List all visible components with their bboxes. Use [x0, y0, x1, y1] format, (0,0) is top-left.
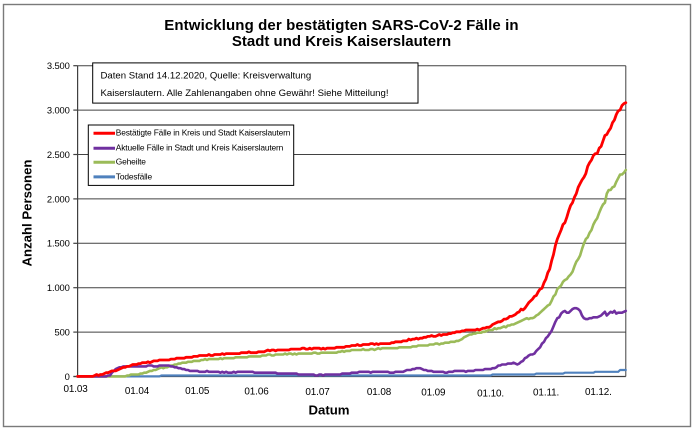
- svg-text:1.000: 1.000: [47, 282, 70, 293]
- svg-text:01.05: 01.05: [185, 386, 210, 397]
- svg-text:Todesfälle: Todesfälle: [116, 171, 153, 181]
- svg-text:01.09: 01.09: [421, 388, 446, 399]
- svg-text:Datum: Datum: [308, 403, 349, 418]
- svg-text:Aktuelle Fälle in Stadt und Kr: Aktuelle Fälle in Stadt und Kreis Kaiser…: [116, 143, 284, 153]
- svg-text:0: 0: [65, 371, 70, 382]
- svg-text:Geheilte: Geheilte: [116, 157, 146, 167]
- svg-text:1.500: 1.500: [47, 238, 70, 249]
- svg-text:2.000: 2.000: [47, 193, 70, 204]
- svg-text:01.08: 01.08: [367, 387, 392, 398]
- svg-text:Bestätigte Fälle in Kreis und: Bestätigte Fälle in Kreis und Stadt Kais…: [116, 128, 291, 138]
- svg-text:01.03: 01.03: [63, 384, 88, 395]
- svg-text:01.06: 01.06: [244, 387, 269, 398]
- svg-text:3.000: 3.000: [47, 105, 70, 116]
- svg-text:Stadt und Kreis Kaiserslautern: Stadt und Kreis Kaiserslautern: [232, 33, 451, 50]
- svg-text:Kaiserslautern. Alle Zahlenang: Kaiserslautern. Alle Zahlenangaben ohne …: [101, 88, 389, 99]
- svg-text:Daten Stand 14.12.2020, Quelle: Daten Stand 14.12.2020, Quelle: Kreisver…: [101, 70, 312, 81]
- svg-text:3.500: 3.500: [47, 60, 70, 71]
- svg-text:500: 500: [54, 327, 69, 338]
- svg-text:Entwicklung der bestätigten SA: Entwicklung der bestätigten SARS-CoV-2 F…: [164, 17, 518, 34]
- svg-text:01.10.: 01.10.: [477, 389, 504, 400]
- svg-text:01.04: 01.04: [125, 386, 150, 397]
- svg-text:01.12.: 01.12.: [585, 387, 612, 398]
- svg-text:01.07: 01.07: [305, 387, 329, 398]
- svg-text:Anzahl Personen: Anzahl Personen: [20, 160, 35, 267]
- svg-text:2.500: 2.500: [47, 149, 70, 160]
- svg-text:01.11.: 01.11.: [533, 388, 559, 399]
